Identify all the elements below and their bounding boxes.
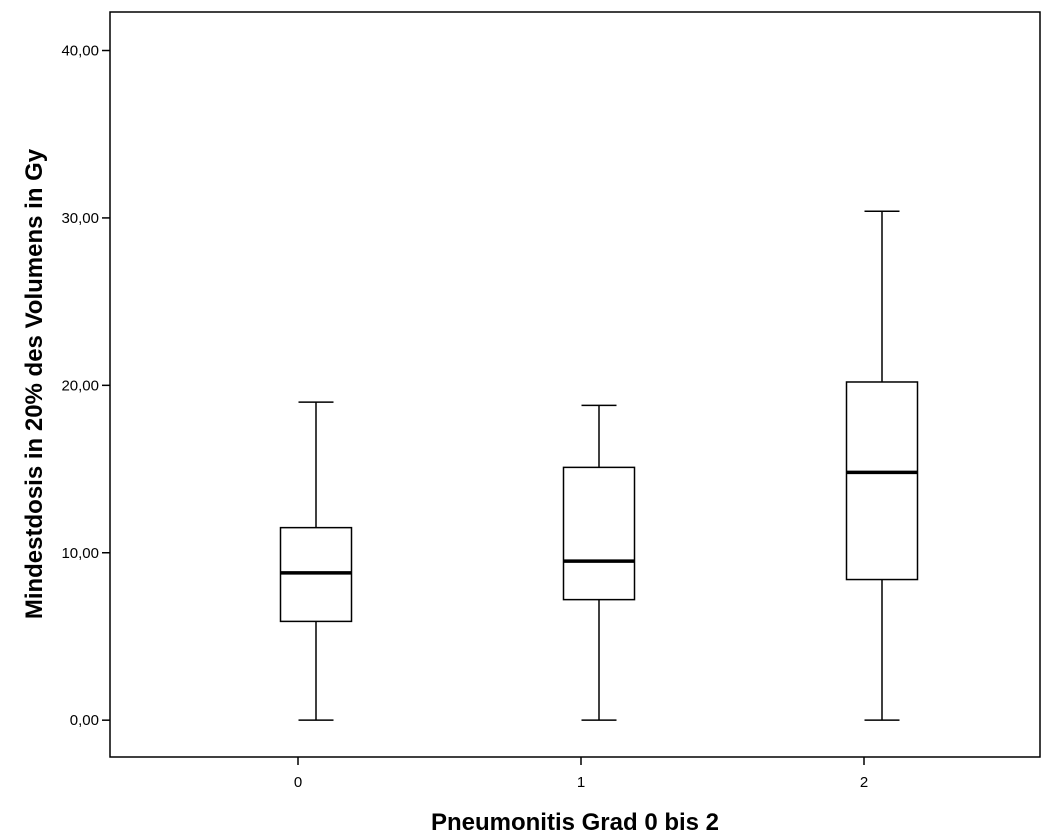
- x-axis: 0 1 2: [294, 757, 868, 791]
- iqr-box: [562, 466, 636, 601]
- x-tick-label: 1: [577, 774, 585, 791]
- x-axis-title: Pneumonitis Grad 0 bis 2: [431, 809, 719, 836]
- x-tick-label: 2: [860, 774, 868, 791]
- y-axis-title: Mindestdosis in 20% des Volumens in Gy: [21, 148, 48, 619]
- box-category-1: [562, 404, 636, 721]
- y-tick-label: 30,00: [61, 210, 99, 227]
- iqr-box: [845, 381, 919, 581]
- boxes: [279, 210, 919, 721]
- x-tick-label: 0: [294, 774, 302, 791]
- y-tick-label: 40,00: [61, 43, 99, 60]
- y-axis: 0,00 10,00 20,00 30,00 40,00: [61, 43, 110, 729]
- box-category-0: [279, 401, 353, 721]
- plot-frame: [109, 11, 1041, 758]
- y-tick-label: 10,00: [61, 545, 99, 562]
- y-tick-label: 0,00: [70, 712, 99, 729]
- box-category-2: [845, 210, 919, 721]
- y-tick-label: 20,00: [61, 377, 99, 394]
